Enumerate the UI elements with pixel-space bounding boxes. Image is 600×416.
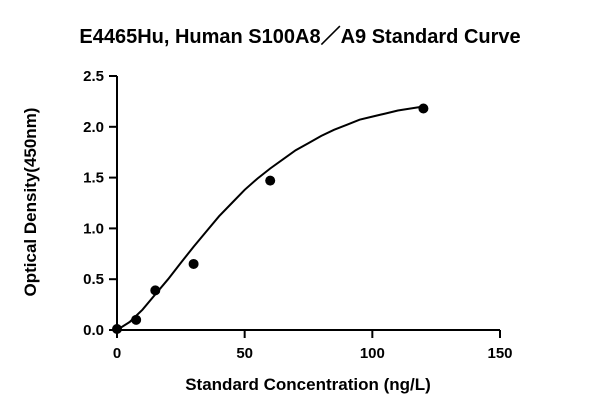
y-tick-label: 0.0 [83, 322, 104, 339]
x-axis-label: Standard Concentration (ng/L) [185, 375, 431, 394]
y-tick-label: 0.5 [83, 271, 104, 288]
x-tick-label: 0 [113, 345, 121, 362]
y-tick-label: 2.0 [83, 119, 104, 136]
axis-lines [116, 76, 500, 331]
fit-curve [116, 105, 424, 331]
x-tick-label: 150 [487, 345, 512, 362]
data-point [265, 175, 276, 186]
y-tick-label: 1.0 [83, 220, 104, 237]
data-points [112, 103, 429, 334]
y-tick-label: 1.5 [83, 170, 104, 187]
data-point [131, 314, 142, 325]
chart-title: E4465Hu, Human S100A8／A9 Standard Curve [79, 25, 520, 48]
x-ticks: 0 50 100 150 [113, 330, 513, 362]
data-point [112, 323, 122, 334]
data-point [188, 258, 199, 269]
y-axis-label: Optical Density(450nm) [21, 108, 40, 297]
y-tick-label: 2.5 [83, 68, 104, 85]
x-tick-label: 50 [236, 345, 253, 362]
data-point [150, 285, 161, 296]
x-tick-label: 100 [360, 345, 385, 362]
y-ticks: 0.0 0.5 1.0 1.5 2.0 2.5 [83, 68, 117, 339]
data-point [418, 103, 429, 114]
axes [116, 76, 500, 331]
